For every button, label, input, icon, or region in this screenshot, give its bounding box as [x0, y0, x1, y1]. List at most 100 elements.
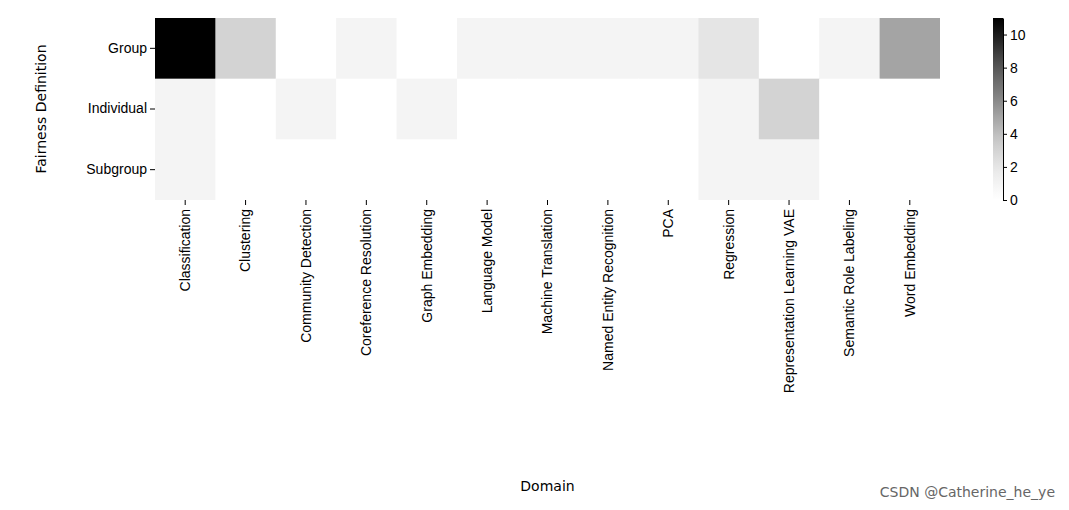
y-tick-mark: [150, 169, 155, 170]
x-tick-label: Classification: [177, 209, 193, 291]
x-tick-mark: [607, 200, 608, 205]
x-tick-label: Representation Learning VAE: [781, 209, 797, 393]
x-tick-label: PCA: [660, 208, 676, 237]
colorbar-tick-label: 8: [1010, 60, 1018, 76]
cell: [698, 79, 759, 140]
y-tick-mark: [150, 109, 155, 110]
x-tick-mark: [728, 200, 729, 205]
cell: [819, 18, 880, 79]
cell: [336, 18, 397, 79]
x-tick: Community Detection: [298, 200, 314, 343]
x-tick-label: Named Entity Recognition: [600, 209, 616, 371]
cell: [880, 18, 940, 79]
x-tick-label: Graph Embedding: [419, 209, 435, 323]
colorbar-tick-mark: [1003, 167, 1007, 168]
cell: [517, 18, 578, 79]
colorbar-tick-mark: [1003, 101, 1007, 102]
cell: [155, 139, 216, 200]
colorbar-tick-label: 6: [1010, 93, 1018, 109]
x-axis-title: Domain: [520, 478, 574, 494]
cell: [397, 18, 458, 79]
x-tick: Language Model: [479, 200, 495, 313]
colorbar-tick-mark: [1003, 35, 1007, 36]
cell: [215, 139, 276, 200]
y-tick-label: Group: [108, 40, 147, 56]
cell: [638, 139, 699, 200]
cell: [638, 18, 699, 79]
cell: [698, 18, 759, 79]
cells: [155, 18, 940, 200]
x-tick-mark: [245, 200, 246, 205]
x-tick-label: Machine Translation: [539, 209, 555, 334]
cell: [155, 18, 216, 79]
colorbar-tick: 10: [1003, 27, 1026, 43]
colorbar-tick-label: 2: [1010, 159, 1018, 175]
cell: [336, 139, 397, 200]
colorbar-tick-mark: [1003, 200, 1007, 201]
colorbar-tick: 2: [1003, 159, 1018, 175]
y-tick-label: Individual: [88, 100, 147, 116]
colorbar-tick-mark: [1003, 68, 1007, 69]
colorbar-tick: 4: [1003, 126, 1018, 142]
cell: [215, 18, 276, 79]
cell: [457, 139, 518, 200]
cell: [215, 79, 276, 140]
watermark: CSDN @Catherine_he_ye: [880, 484, 1055, 500]
x-tick-label: Regression: [721, 209, 737, 280]
x-tick: Machine Translation: [539, 200, 555, 334]
x-axis: Classification Clustering Community Detect…: [177, 200, 918, 393]
cell: [819, 139, 880, 200]
cell: [457, 79, 518, 140]
x-tick: Classification: [177, 200, 193, 291]
y-tick: Subgroup: [86, 161, 155, 177]
y-axis: Group Individual Subgroup: [86, 40, 155, 177]
x-tick-label: Clustering: [237, 209, 253, 272]
x-tick: Regression: [721, 200, 737, 280]
colorbar-axis: 0 2 4 6 8 10: [1003, 19, 1026, 208]
x-tick-mark: [366, 200, 367, 205]
y-tick-label: Subgroup: [86, 161, 147, 177]
colorbar-tick-label: 0: [1010, 192, 1018, 208]
colorbar-tick: 8: [1003, 60, 1018, 76]
x-tick: Graph Embedding: [419, 200, 435, 323]
cell: [276, 139, 337, 200]
cell: [759, 79, 820, 140]
cell: [457, 18, 518, 79]
x-tick-mark: [185, 200, 186, 205]
cell: [759, 139, 820, 200]
cell: [155, 79, 216, 140]
cell: [638, 79, 699, 140]
x-tick-label: Word Embedding: [902, 209, 918, 317]
x-tick-mark: [487, 200, 488, 205]
x-tick: Representation Learning VAE: [781, 200, 797, 393]
y-tick: Individual: [88, 100, 155, 116]
x-tick: Semantic Role Labeling: [841, 200, 857, 357]
cell: [819, 79, 880, 140]
colorbar-tick-label: 4: [1010, 126, 1018, 142]
y-tick: Group: [108, 40, 155, 56]
colorbar-tick: 6: [1003, 93, 1018, 109]
cell: [759, 18, 820, 79]
x-tick-label: Coreference Resolution: [358, 209, 374, 356]
x-tick-mark: [426, 200, 427, 205]
x-tick-mark: [849, 200, 850, 205]
x-tick: Word Embedding: [902, 200, 918, 317]
y-tick-mark: [150, 48, 155, 49]
cell: [517, 79, 578, 140]
cell: [880, 79, 940, 140]
colorbar-axis-line: [1003, 19, 1004, 201]
cell: [276, 18, 337, 79]
x-tick-mark: [909, 200, 910, 205]
x-tick-mark: [547, 200, 548, 205]
colorbar-tick-label: 10: [1010, 27, 1026, 43]
x-tick-label: Semantic Role Labeling: [841, 209, 857, 357]
x-tick: Clustering: [237, 200, 253, 272]
cell: [276, 79, 337, 140]
x-tick-mark: [789, 200, 790, 205]
cell: [397, 79, 458, 140]
y-axis-title: Fairness Definition: [33, 44, 49, 173]
cell: [397, 139, 458, 200]
cell: [578, 79, 639, 140]
cell: [880, 139, 940, 200]
x-tick: Coreference Resolution: [358, 200, 374, 356]
